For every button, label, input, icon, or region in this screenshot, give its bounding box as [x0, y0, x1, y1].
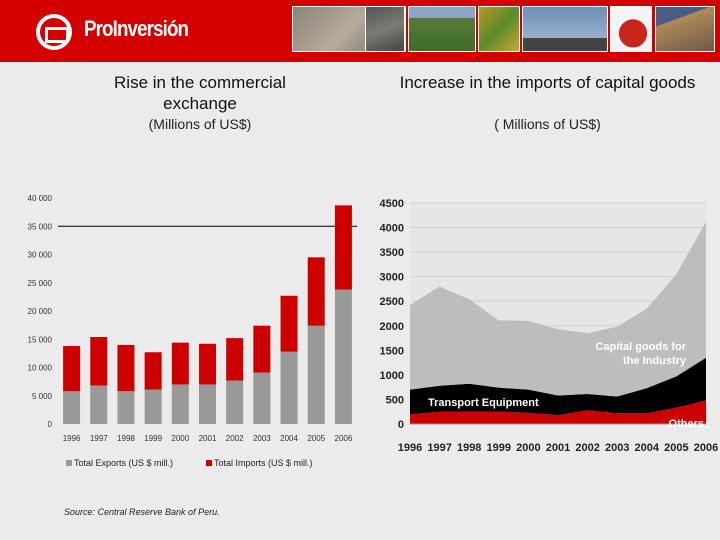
series-label: Capital goods for	[596, 341, 687, 353]
x-tick-label: 1999	[144, 434, 162, 443]
y-tick-label: 0	[48, 420, 53, 429]
series-label: Others	[669, 418, 704, 430]
series-label: the Industry	[623, 355, 687, 367]
x-tick-label: 2004	[280, 434, 298, 443]
y-tick-label: 4000	[380, 223, 404, 235]
y-tick-label: 35 000	[28, 222, 53, 231]
y-tick-label: 2000	[380, 321, 404, 333]
y-tick-label: 20 000	[28, 307, 53, 316]
bar-exports-2003	[253, 372, 271, 424]
bar-imports-2002	[226, 338, 244, 381]
x-tick-label: 2000	[516, 442, 540, 454]
photo-airplane	[522, 6, 608, 52]
x-tick-label: 2006	[335, 434, 353, 443]
bar-exports-1998	[117, 391, 135, 424]
x-tick-label: 2003	[605, 442, 629, 454]
bar-exports-1999	[144, 389, 162, 424]
legend-swatch	[66, 460, 72, 466]
bar-imports-2006	[334, 205, 352, 290]
bar-imports-1996	[63, 346, 81, 392]
bar-exports-2001	[199, 384, 216, 424]
bar-imports-1998	[117, 344, 135, 392]
x-tick-label: 2005	[307, 434, 325, 443]
right-chart-title: Increase in the imports of capital goods	[399, 73, 696, 92]
x-tick-label: 2003	[253, 434, 271, 443]
x-tick-label: 2006	[694, 442, 718, 454]
bar-exports-2002	[226, 380, 244, 424]
x-tick-label: 2002	[226, 434, 244, 443]
legend-label: Total Imports (US $ mill.)	[214, 458, 313, 468]
x-tick-label: 1997	[427, 442, 451, 454]
x-tick-label: 2002	[575, 442, 599, 454]
y-tick-label: 1000	[380, 370, 404, 382]
bar-imports-2003	[253, 325, 271, 373]
x-tick-label: 1997	[90, 434, 108, 443]
y-tick-label: 25 000	[28, 279, 53, 288]
x-tick-label: 2001	[199, 434, 217, 443]
x-tick-label: 1996	[398, 442, 422, 454]
y-tick-label: 2500	[380, 296, 404, 308]
x-tick-label: 2001	[546, 442, 570, 454]
source-note: Source: Central Reserve Bank of Peru.	[64, 507, 220, 517]
x-tick-label: 2000	[171, 434, 189, 443]
series-label: Transport Equipment	[428, 397, 539, 409]
bar-exports-1996	[63, 391, 81, 424]
left-chart-title: Rise in the commercial exchange	[114, 73, 286, 113]
area-capital-goods-for-the-industry	[410, 221, 706, 397]
y-tick-label: 15 000	[28, 335, 53, 344]
photo-farm-field	[408, 6, 476, 52]
area-others	[410, 400, 706, 424]
y-tick-label: 0	[398, 419, 404, 431]
bar-exports-2004	[280, 351, 298, 424]
photo-gold-artifacts	[478, 6, 520, 52]
y-tick-label: 40 000	[28, 194, 53, 203]
photo-highway	[655, 6, 715, 52]
x-tick-label: 2004	[635, 442, 660, 454]
bar-imports-2001	[199, 343, 216, 385]
bar-imports-2000	[171, 342, 189, 385]
y-tick-label: 30 000	[28, 251, 53, 260]
bar-imports-1999	[144, 352, 162, 390]
y-tick-label: 3500	[380, 247, 404, 259]
photo-red-peppers	[610, 6, 652, 52]
x-tick-label: 2005	[664, 442, 688, 454]
brand-name: ProInversión	[84, 16, 189, 41]
legend-label: Total Exports (US $ mill.)	[74, 458, 173, 468]
x-tick-label: 1999	[487, 442, 511, 454]
bar-imports-2004	[280, 295, 298, 352]
y-tick-label: 5 000	[32, 392, 53, 401]
bar-imports-1997	[90, 336, 108, 386]
bar-exports-1997	[90, 385, 108, 424]
photo-mine	[365, 6, 405, 52]
bar-exports-2006	[334, 289, 352, 424]
y-tick-label: 1500	[380, 345, 404, 357]
left-chart-subtitle: (Millions of US$)	[148, 116, 252, 132]
area-transport-equipment	[410, 357, 706, 416]
y-tick-label: 500	[386, 394, 404, 406]
x-tick-label: 1996	[63, 434, 81, 443]
x-tick-label: 1998	[457, 442, 481, 454]
y-tick-label: 10 000	[28, 364, 53, 373]
legend-swatch	[206, 460, 212, 466]
bar-exports-2005	[307, 325, 325, 424]
y-tick-label: 4500	[380, 198, 404, 210]
y-tick-label: 3000	[380, 272, 404, 284]
bar-imports-2005	[307, 257, 325, 326]
bar-exports-2000	[171, 384, 189, 424]
x-tick-label: 1998	[117, 434, 135, 443]
right-chart-subtitle: ( Millions of US$)	[494, 116, 601, 132]
header-banner: ProInversión	[0, 0, 720, 62]
proinversion-logo-icon	[36, 14, 72, 50]
